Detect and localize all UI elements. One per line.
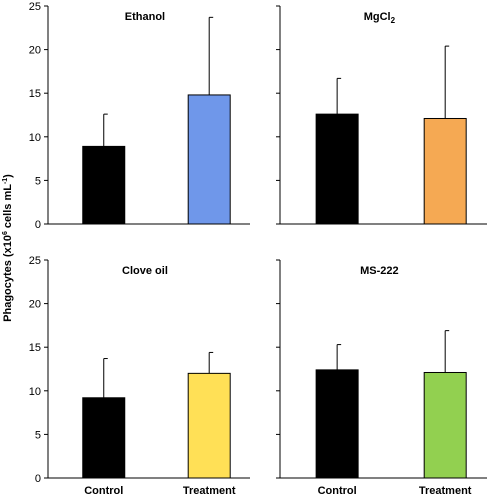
panel-title-text: MgCl	[364, 11, 391, 23]
chart-panel-1: 0 5 10 15 20 25 Ethanol	[29, 1, 250, 231]
bar-treatment	[423, 371, 467, 479]
y-tick-label: 20	[29, 45, 41, 57]
y-tick-label: 5	[35, 429, 41, 441]
panel-title-text: MS-222	[360, 265, 399, 277]
y-tick-label: 10	[29, 386, 41, 398]
panel-title: Ethanol	[125, 11, 165, 23]
y-tick-label: 15	[29, 342, 41, 354]
panel-title-text: Clove oil	[122, 265, 168, 277]
y-axis-title-mid: cells mL	[2, 184, 14, 231]
panel-title: MS-222	[360, 265, 399, 277]
y-axis-title-sup1: 6	[2, 231, 9, 235]
category-label: Control	[318, 485, 357, 496]
y-tick-label: 15	[29, 88, 41, 100]
bar-treatment	[187, 372, 231, 479]
y-axis-title-main: Phagocytes (x10	[2, 235, 14, 322]
y-tick-label: 10	[29, 132, 41, 144]
y-tick-label: 5	[35, 175, 41, 187]
y-tick-label: 25	[29, 255, 41, 267]
bar-treatment	[423, 117, 467, 225]
bar-control	[315, 369, 359, 479]
y-tick-label: 20	[29, 299, 41, 311]
chart-panel-2: MgCl2	[276, 5, 487, 225]
chart-panel-3: 0 5 10 15 20 25 Clove oil Control Treatment	[29, 255, 250, 496]
bar-treatment	[187, 94, 231, 225]
y-tick-label: 0	[35, 473, 41, 485]
panel-title: Clove oil	[122, 265, 168, 277]
panel-title-text: Ethanol	[125, 11, 165, 23]
panel-title: MgCl2	[364, 11, 396, 25]
y-tick-label: 0	[35, 219, 41, 231]
panel-title-subscript: 2	[391, 16, 396, 25]
y-axis-title-end: )	[2, 174, 14, 178]
category-label: Treatment	[419, 485, 472, 496]
chart-panel-4: MS-222 Control Treatment	[276, 259, 487, 496]
y-axis-title-sup2: -1	[2, 178, 9, 184]
category-label: Treatment	[183, 485, 236, 496]
y-tick-label: 25	[29, 1, 41, 13]
bar-control	[315, 113, 359, 225]
y-axis-title: Phagocytes (x106 cells mL-1)	[2, 174, 14, 322]
category-label: Control	[84, 485, 123, 496]
bar-control	[82, 145, 126, 225]
bar-control	[82, 397, 126, 479]
